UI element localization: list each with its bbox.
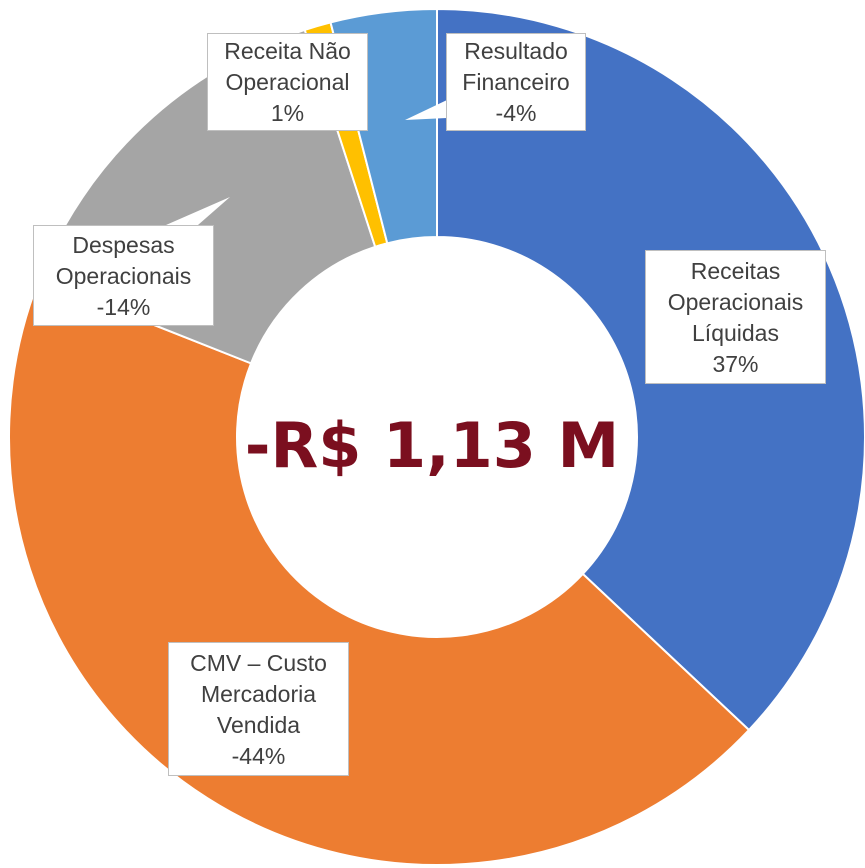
value-label: -14% (96, 294, 151, 320)
value-label: -4% (495, 100, 537, 126)
category-label: Receita Não Operacional (224, 38, 351, 95)
callout-pointer (150, 197, 230, 232)
data-label: CMV – Custo Mercadoria Vendida -44% (168, 642, 349, 776)
category-label: Receitas Operacionais Líquidas (667, 258, 804, 346)
data-label: Despesas Operacionais -14% (33, 225, 214, 326)
data-label: Receitas Operacionais Líquidas 37% (645, 250, 826, 384)
category-label: CMV – Custo Mercadoria Vendida (190, 650, 327, 738)
value-label: 1% (270, 100, 305, 126)
data-label: Resultado Financeiro -4% (446, 33, 586, 131)
center-label: -R$ 1,13 M (245, 409, 619, 482)
value-label: -44% (231, 743, 286, 769)
callout-pointer (405, 100, 447, 120)
category-label: Despesas Operacionais (55, 232, 192, 289)
category-label: Resultado Financeiro (462, 38, 570, 95)
data-label: Receita Não Operacional 1% (207, 33, 368, 131)
value-label: 37% (712, 351, 759, 377)
